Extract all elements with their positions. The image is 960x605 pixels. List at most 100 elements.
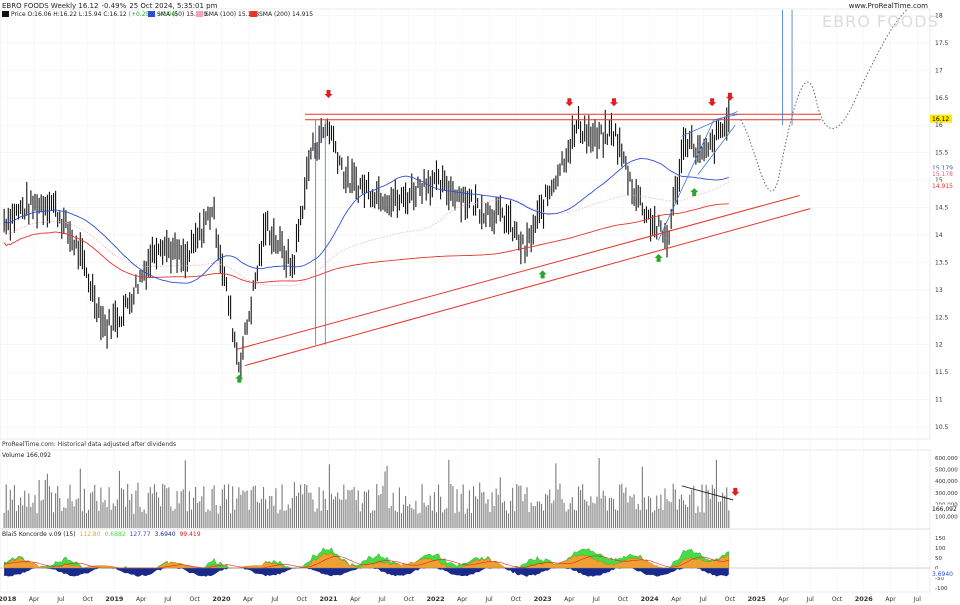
legend-sma50-text: SMA (50) 15.179 bbox=[157, 11, 208, 18]
legend-sma200: SMA (200) 14.915 bbox=[250, 11, 313, 18]
time-tick-label-13: Apr bbox=[350, 596, 361, 603]
time-tick-label-19: Oct bbox=[511, 596, 522, 603]
time-tick-label-5: Apr bbox=[136, 596, 147, 603]
time-tick-label-1: Apr bbox=[29, 596, 40, 603]
price-tick-label-12: 12 bbox=[935, 342, 943, 349]
chart-timestamp: 25 Oct 2024, 5:35:01 pm bbox=[129, 2, 218, 10]
time-tick-label-24: 2024 bbox=[641, 595, 660, 603]
price-tick-label-3: 16.5 bbox=[935, 95, 949, 102]
time-tick-label-6: Jul bbox=[163, 596, 172, 603]
time-tick-label-34: Jul bbox=[913, 596, 922, 603]
volume-tick-label-0: 600,000 bbox=[935, 456, 958, 462]
indicator-tick-label-4: -50 bbox=[935, 576, 944, 582]
price-axis: 18 17.5 17 16.5 16 15.5 15 14.5 14 13.5 13 12.5 12 11… bbox=[935, 12, 949, 431]
price-tick-label-1: 17.5 bbox=[935, 40, 949, 47]
sma200-tag-bg bbox=[930, 181, 952, 190]
time-tick-label-2: Jul bbox=[56, 596, 65, 603]
indicator-value-5: 99.419 bbox=[179, 531, 201, 538]
time-tick-label-21: Apr bbox=[564, 596, 575, 603]
time-tick-label-9: Apr bbox=[243, 596, 254, 603]
price-tick-label-2: 17 bbox=[935, 67, 943, 74]
indicator-tick-label-0: 150 bbox=[935, 536, 946, 542]
time-tick-label-29: Apr bbox=[778, 596, 789, 603]
annotations bbox=[235, 9, 907, 383]
price-tick-label-7: 14.5 bbox=[935, 205, 949, 212]
time-tick-label-4: 2019 bbox=[105, 595, 124, 603]
indicator-tick-label-1: 100 bbox=[935, 546, 946, 552]
time-tick-label-31: Oct bbox=[832, 596, 843, 603]
volume-last-tag-bg bbox=[930, 504, 952, 513]
volume-down-arrow bbox=[731, 487, 740, 496]
down-arrow-3 bbox=[708, 98, 717, 107]
sma100-tag-bg bbox=[930, 169, 952, 178]
time-tick-label-33: Apr bbox=[885, 596, 896, 603]
chart-header: EBRO FOODS Weekly 16.12 -0.49% 25 Oct 2024… bbox=[2, 2, 220, 10]
time-tick-label-11: Oct bbox=[297, 596, 308, 603]
time-axis: 2018 Apr Jul Oct 2019 Apr Jul Oct 2020 Apr Jul Oct 2… bbox=[0, 595, 921, 603]
time-tick-label-7: Oct bbox=[190, 596, 201, 603]
indicator-label: Blai5 Koncorde v.09 (15) 112.80 0.6882 127.… bbox=[2, 531, 205, 538]
time-tick-label-32: 2026 bbox=[855, 595, 874, 603]
legend-sma100: SMA (100) 15.178 bbox=[196, 11, 259, 18]
time-tick-label-12: 2021 bbox=[319, 595, 338, 603]
grid bbox=[0, 9, 930, 592]
indicator-value-4: 3.6940 bbox=[154, 531, 176, 538]
time-tick-label-3: Oct bbox=[82, 596, 93, 603]
price-bars bbox=[3, 99, 730, 381]
down-arrow-4 bbox=[725, 92, 734, 101]
indicator-value-1: 112.80 bbox=[79, 531, 101, 538]
time-tick-label-16: 2022 bbox=[427, 595, 445, 603]
indicator-current-tag-bg bbox=[930, 569, 952, 578]
sma100-tag: 15.178 bbox=[932, 171, 953, 178]
indicator-tick-label-2: 50 bbox=[935, 556, 942, 562]
price-tick-label-6: 15 bbox=[935, 177, 943, 184]
blue-trend-line bbox=[657, 113, 739, 241]
indicator-value-3: 127.77 bbox=[129, 531, 151, 538]
up-arrow-3 bbox=[690, 188, 699, 197]
indicator-axis: 150 100 50 0 -50 -100 bbox=[935, 536, 948, 592]
price-tick-label-5: 15.5 bbox=[935, 150, 949, 157]
time-tick-label-8: 2020 bbox=[212, 595, 231, 603]
indicator-tick-label-3: 0 bbox=[935, 566, 939, 572]
price-tick-label-13: 11.5 bbox=[935, 369, 949, 376]
price-tick-label-10: 13 bbox=[935, 287, 943, 294]
time-tick-label-15: Oct bbox=[404, 596, 415, 603]
moving-averages bbox=[3, 158, 729, 287]
website-label[interactable]: www.ProRealTime.com bbox=[848, 2, 928, 10]
last-price-tag: 16.12 bbox=[932, 116, 949, 123]
volume-tick-label-5: 100,000 bbox=[935, 514, 958, 520]
legend-sma100-text: SMA (100) 15.178 bbox=[205, 11, 260, 18]
indicator-tick-label-5: -100 bbox=[935, 586, 948, 592]
volume-trend-line bbox=[681, 485, 734, 501]
volume-bars bbox=[3, 458, 740, 528]
down-arrow-2 bbox=[609, 98, 618, 107]
time-tick-label-30: Jul bbox=[806, 596, 815, 603]
sma50-line bbox=[3, 158, 729, 284]
time-tick-label-25: Apr bbox=[671, 596, 682, 603]
price-tick-label-8: 14 bbox=[935, 232, 943, 239]
koncorde-blue-area bbox=[4, 568, 729, 577]
data-source-note: ProRealTime.com: Historical data adjuste… bbox=[2, 441, 177, 448]
price-tick-label-14: 11 bbox=[935, 397, 943, 404]
time-tick-label-14: Jul bbox=[377, 596, 386, 603]
chart-change: -0.49% bbox=[101, 2, 127, 10]
time-tick-label-20: 2023 bbox=[534, 595, 552, 603]
volume-tick-label-2: 400,000 bbox=[935, 479, 958, 485]
time-tick-label-27: Oct bbox=[725, 596, 736, 603]
koncorde-indicator bbox=[0, 547, 930, 577]
price-tick-label-0: 18 bbox=[935, 12, 943, 19]
legend-price-text: Price O:16.06 H:16.22 L:15.94 C:16.12 bbox=[11, 11, 127, 18]
down-arrow-1 bbox=[565, 98, 574, 107]
time-tick-label-10: Jul bbox=[270, 596, 279, 603]
time-tick-label-18: Jul bbox=[484, 596, 493, 603]
up-arrow-1 bbox=[538, 270, 547, 279]
legend-sma200-text: SMA (200) 14.915 bbox=[259, 11, 314, 18]
time-tick-label-0: 2018 bbox=[0, 595, 17, 603]
sma50-tag: 15.179 bbox=[932, 165, 953, 172]
sma200-line bbox=[3, 203, 729, 284]
time-tick-label-17: Apr bbox=[457, 596, 468, 603]
sma50-tag-bg bbox=[930, 163, 952, 172]
indicator-current-tag: 3.6940 bbox=[932, 571, 953, 578]
up-arrow-0 bbox=[235, 374, 244, 383]
